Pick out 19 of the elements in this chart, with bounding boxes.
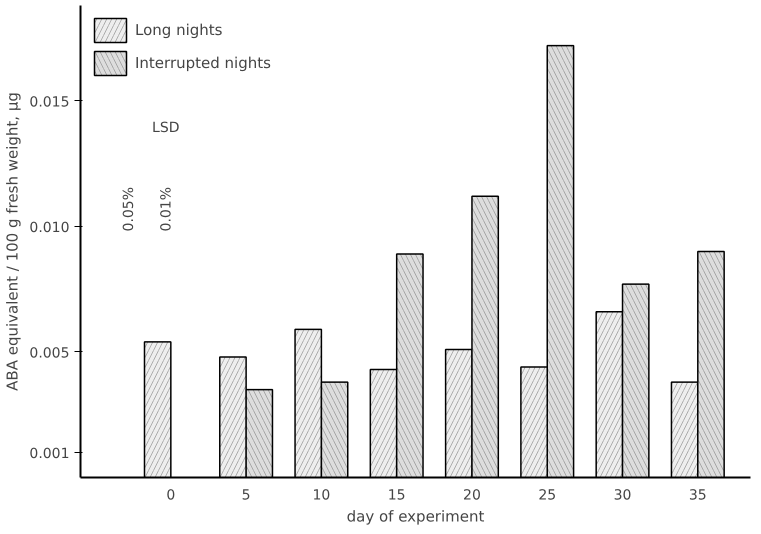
- legend-label: Interrupted nights: [135, 54, 271, 72]
- x-tick-label: 30: [614, 488, 632, 504]
- x-tick-label: 10: [312, 488, 330, 504]
- x-tick-label: 5: [242, 488, 251, 504]
- y-tick-label: 0.005: [29, 345, 70, 362]
- x-tick-label: 0: [166, 488, 176, 504]
- y-tick-label: 0.010: [29, 220, 70, 236]
- x-tick-label: 25: [538, 488, 556, 504]
- y-tick-label: 0.015: [29, 94, 70, 110]
- x-tick-label: 20: [463, 488, 481, 504]
- x-axis-title: day of experiment: [346, 508, 484, 526]
- legend-label: Long nights: [135, 21, 222, 39]
- y-tick-label: 0.001: [29, 446, 70, 462]
- annotation: 0.01%: [158, 186, 175, 232]
- annotation: LSD: [152, 120, 180, 136]
- x-tick-label: 15: [388, 488, 406, 504]
- annotation: 0.05%: [120, 186, 137, 232]
- x-tick-label: 35: [688, 488, 707, 504]
- y-axis-title: ABA equivalent / 100 g fresh weight, μg: [3, 92, 22, 391]
